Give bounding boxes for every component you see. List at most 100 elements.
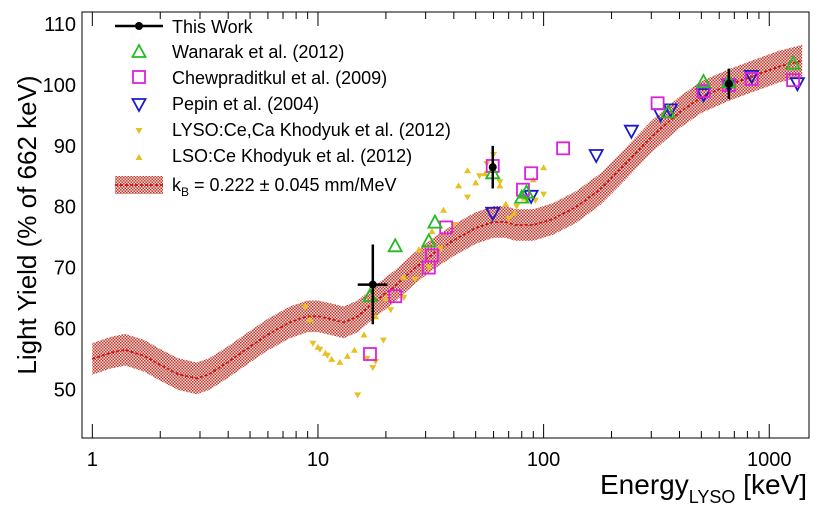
series-3-point-0 [484, 206, 501, 222]
series-5-point-11 [415, 246, 423, 253]
series-5-point-3 [328, 355, 336, 362]
series-4-point-24 [540, 191, 548, 198]
legend-label-lso-khodyuk: LSO:Ce Khodyuk et al. (2012) [172, 146, 412, 166]
x-axis-label: EnergyLYSO [keV] [600, 469, 807, 507]
legend-chewpraditkul-marker [132, 70, 146, 84]
series-4-point-0 [301, 304, 309, 311]
series-4-point-21 [513, 203, 521, 210]
series-5-point-6 [350, 346, 358, 353]
legend-label-pepin: Pepin et al. (2004) [172, 94, 319, 114]
legend-label-lyso-khodyuk: LYSO:Ce,Ca Khodyuk et al. (2012) [172, 120, 451, 140]
series-4-point-1 [309, 340, 317, 347]
series-4-point-11 [411, 276, 419, 283]
legend-kb-k: k [172, 175, 182, 195]
series-5-point-20 [502, 200, 510, 207]
series-1-point-2 [420, 232, 437, 248]
series-0-point-1 [488, 163, 497, 172]
series-4-point-5 [363, 355, 371, 362]
series-4-point-4 [354, 392, 362, 399]
x-axis-label-subscript: LYSO [689, 487, 736, 507]
series-5-point-7 [360, 331, 368, 338]
legend-pepin-marker [130, 98, 148, 113]
series-2-point-10 [696, 84, 711, 99]
y-tick-label-70: 70 [54, 258, 76, 280]
legend-this-work-marker [135, 22, 143, 30]
data-series-layer [301, 54, 806, 399]
series-5-point-12 [428, 228, 436, 235]
series-5-point-4 [336, 358, 344, 365]
x-tick-label-10: 10 [307, 449, 329, 471]
series-1-point-3 [426, 213, 444, 229]
series-4-point-3 [323, 352, 331, 359]
series-1-point-7 [660, 103, 677, 119]
y-tick-label-80: 80 [54, 197, 76, 219]
x-tick-label-1: 1 [87, 449, 98, 471]
series-4-point-19 [496, 179, 504, 186]
series-1-point-8 [695, 73, 712, 88]
series-2-point-13 [786, 73, 800, 88]
series-2-point-12 [744, 72, 759, 86]
series-1-point-6 [518, 183, 535, 199]
series-5-point-10 [400, 273, 408, 280]
series-5-point-21 [510, 209, 518, 216]
y-tick-label-50: 50 [54, 379, 76, 401]
series-3-point-2 [588, 149, 605, 164]
series-0-point-0 [368, 280, 377, 289]
series-0-point-2 [724, 79, 733, 88]
series-2-point-7 [524, 166, 538, 181]
series-1-point-1 [387, 237, 404, 253]
y-tick-label-110: 110 [44, 14, 76, 36]
legend-kb-value: = 0.222 ± 0.045 mm/MeV [189, 175, 396, 195]
series-4-point-15 [464, 194, 471, 201]
series-5-point-13 [440, 206, 447, 213]
legend-label-wanarak: Wanarak et al. (2012) [172, 42, 344, 62]
series-3-point-8 [743, 70, 760, 85]
series-5-point-14 [455, 182, 463, 189]
x-tick-label-100: 100 [527, 449, 560, 471]
series-4-point-6 [369, 365, 377, 371]
x-axis-label-main: Energy [600, 469, 689, 500]
series-1-point-10 [785, 54, 802, 70]
series-5-point-5 [343, 352, 351, 359]
legend-band-swatch [115, 176, 163, 194]
legend-lso-khodyuk-marker [135, 154, 143, 160]
legend-label-kb: kB = 0.222 ± 0.045 mm/MeV [172, 175, 397, 199]
y-tick-label-60: 60 [54, 318, 76, 340]
series-4-point-9 [387, 307, 395, 314]
series-2-point-3 [425, 248, 439, 263]
series-5-point-16 [472, 179, 480, 186]
series-5-point-15 [464, 167, 471, 174]
legend-kb-subscript: B [181, 185, 189, 199]
y-tick-label-100: 100 [43, 75, 76, 97]
series-3-point-9 [789, 77, 806, 93]
kb-band-centerline [92, 59, 803, 380]
series-4 [301, 152, 548, 399]
series-2-point-1 [388, 289, 403, 304]
series-3-point-3 [623, 124, 640, 140]
series-2-point-0 [363, 347, 377, 361]
series-4-point-13 [437, 246, 445, 253]
series-3-point-6 [695, 88, 712, 104]
plot-frame [81, 11, 810, 439]
series-5-point-17 [481, 170, 489, 177]
series-5-point-0 [306, 316, 314, 323]
series-4-point-12 [425, 264, 433, 271]
x-tick-label-1000: 1000 [747, 449, 792, 471]
series-0 [357, 68, 733, 325]
series-5-point-24 [540, 164, 548, 171]
series-3-point-5 [662, 103, 679, 119]
series-4-point-16 [476, 173, 483, 180]
x-axis-label-unit: [keV] [735, 469, 807, 500]
series-5-point-9 [382, 295, 390, 301]
legend-lyso-khodyuk-marker [135, 128, 143, 134]
series-2-point-8 [556, 141, 571, 156]
series-4-point-2 [316, 346, 324, 353]
legend-label-this-work: This Work [172, 17, 254, 37]
series-1-point-5 [513, 188, 530, 204]
y-axis-label: Light Yield (% of 662 keV) [12, 75, 42, 374]
legend-wanarak-marker [130, 43, 148, 58]
series-4-point-20 [505, 215, 513, 222]
legend: This Work Wanarak et al. (2012) Chewprad… [115, 17, 451, 199]
